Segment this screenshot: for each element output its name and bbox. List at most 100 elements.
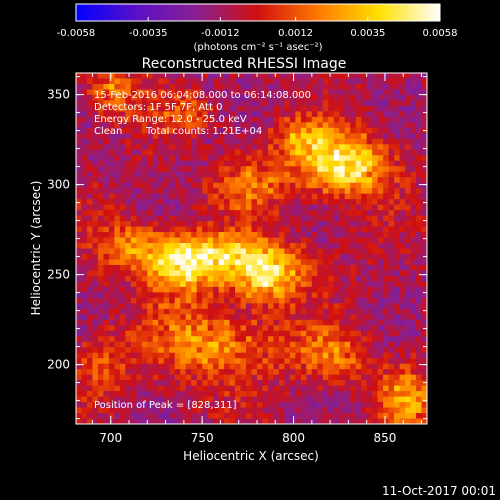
heatmap-cell [213, 215, 219, 222]
heatmap-cell [229, 144, 236, 151]
heatmap-cell [399, 105, 406, 112]
heatmap-cell [158, 308, 165, 315]
heatmap-cell [169, 385, 176, 392]
heatmap-cell [306, 193, 313, 200]
heatmap-cell [240, 407, 247, 414]
heatmap-cell [174, 199, 181, 206]
heatmap-cell [289, 116, 296, 123]
heatmap-cell [240, 83, 247, 90]
heatmap-cell [152, 221, 159, 227]
heatmap-cell [350, 111, 357, 118]
heatmap-cell [361, 341, 368, 348]
heatmap-cell [388, 402, 395, 408]
heatmap-cell [196, 253, 203, 260]
heatmap-cell [125, 330, 132, 337]
heatmap-cell [152, 413, 159, 419]
heatmap-cell [174, 352, 181, 359]
heatmap-cell [246, 160, 252, 167]
heatmap-cell [152, 297, 159, 304]
heatmap-cell [399, 402, 406, 408]
heatmap-cell [152, 264, 159, 271]
heatmap-cell [103, 188, 110, 195]
heatmap-cell [256, 286, 263, 293]
heatmap-cell [306, 226, 313, 233]
heatmap-cell [366, 89, 373, 96]
heatmap-cell [119, 215, 126, 222]
heatmap-cell [158, 221, 165, 227]
heatmap-cell [399, 73, 406, 79]
heatmap-cell [86, 199, 93, 206]
heatmap-cell [97, 78, 104, 85]
heatmap-cell [372, 352, 379, 359]
heatmap-cell [328, 149, 335, 156]
heatmap-cell [295, 248, 302, 255]
heatmap-cell [191, 111, 198, 118]
heatmap-cell [344, 308, 351, 315]
heatmap-cell [328, 177, 335, 184]
heatmap-cell [421, 182, 428, 189]
heatmap-cell [256, 210, 263, 216]
heatmap-cell [399, 385, 406, 392]
heatmap-cell [366, 336, 373, 343]
heatmap-cell [251, 155, 258, 162]
heatmap-cell [421, 116, 428, 123]
heatmap-cell [273, 358, 280, 365]
heatmap-cell [246, 264, 252, 271]
heatmap-cell [278, 116, 285, 123]
heatmap-cell [317, 127, 324, 134]
heatmap-cell [158, 319, 165, 326]
heatmap-cell [273, 374, 280, 381]
heatmap-cell [130, 286, 137, 293]
heatmap-cell [421, 210, 428, 216]
heatmap-cell [262, 297, 269, 304]
heatmap-cell [278, 374, 285, 381]
heatmap-cell [339, 89, 346, 96]
heatmap-cell [229, 336, 236, 343]
heatmap-cell [289, 325, 296, 332]
heatmap-cell [278, 177, 285, 184]
heatmap-cell [267, 330, 274, 337]
heatmap-cell [147, 325, 154, 332]
heatmap-cell [202, 160, 209, 167]
heatmap-cell [372, 319, 379, 326]
heatmap-cell [92, 73, 99, 79]
heatmap-cell [202, 259, 209, 266]
heatmap-cell [273, 303, 280, 310]
heatmap-cell [278, 193, 285, 200]
heatmap-cell [311, 237, 318, 244]
heatmap-cell [108, 237, 115, 244]
heatmap-cell [350, 188, 357, 195]
heatmap-cell [421, 89, 428, 96]
heatmap-cell [251, 374, 258, 381]
heatmap-cell [350, 319, 357, 326]
heatmap-cell [350, 347, 357, 354]
heatmap-cell [262, 380, 269, 387]
heatmap-cell [306, 270, 313, 277]
heatmap-cell [191, 210, 198, 216]
heatmap-cell [366, 144, 373, 151]
heatmap-cell [421, 193, 428, 200]
heatmap-cell [251, 177, 258, 184]
heatmap-cell [235, 243, 241, 249]
heatmap-cell [284, 100, 291, 107]
heatmap-cell [295, 210, 302, 216]
heatmap-cell [372, 374, 379, 381]
heatmap-cell [366, 314, 373, 321]
heatmap-cell [202, 204, 209, 211]
heatmap-cell [180, 232, 187, 238]
heatmap-cell [399, 319, 406, 326]
heatmap-cell [114, 111, 121, 118]
heatmap-cell [174, 127, 181, 134]
heatmap-cell [317, 138, 324, 145]
heatmap-cell [355, 188, 362, 195]
heatmap-cell [174, 144, 181, 151]
y-tick-label: 350 [47, 88, 70, 102]
heatmap-cell [76, 243, 82, 249]
heatmap-cell [394, 138, 400, 145]
heatmap-cell [136, 308, 143, 315]
heatmap-cell [202, 407, 209, 414]
heatmap-cell [152, 363, 159, 370]
heatmap-cell [410, 418, 417, 425]
heatmap-cell [86, 188, 93, 195]
heatmap-cell [333, 330, 340, 337]
